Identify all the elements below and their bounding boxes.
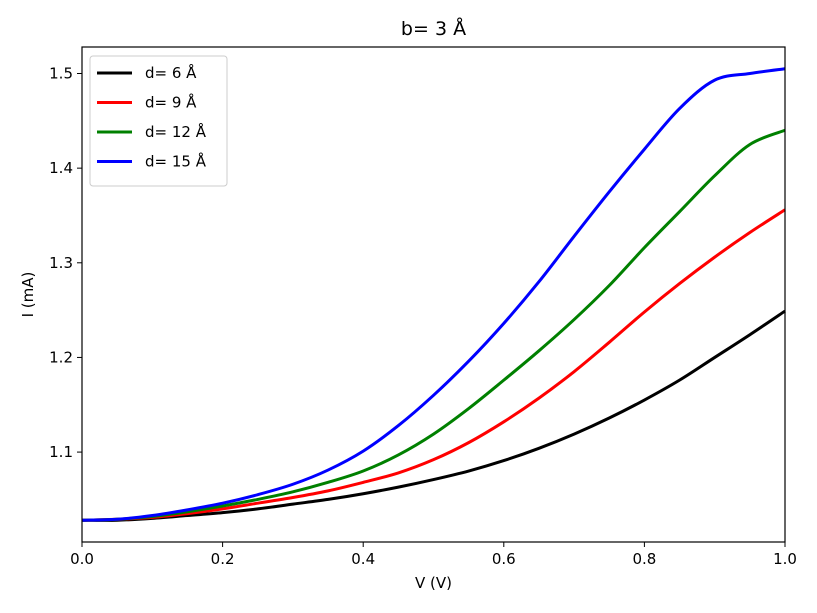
x-tick-label: 0.4 — [351, 550, 375, 568]
chart-title: b= 3 Å — [401, 17, 466, 40]
series-lines — [81, 67, 786, 522]
y-tick-label: 1.2 — [49, 348, 73, 366]
x-tick-label: 1.0 — [773, 550, 797, 568]
legend-entry-label: d= 9 Å — [145, 93, 197, 112]
axis-ticks: 0.0 0.2 0.4 0.6 0.8 1.0 1.1 1.2 1.3 1.4 1.5 — [49, 65, 797, 568]
y-tick-label: 1.1 — [49, 443, 73, 461]
x-tick-label: 0.2 — [211, 550, 235, 568]
x-tick-label: 0.0 — [70, 550, 94, 568]
legend-entry-label: d= 15 Å — [145, 152, 207, 171]
series-line-3 — [81, 128, 786, 522]
legend-entry-label: d= 12 Å — [145, 122, 207, 141]
x-tick-label: 0.8 — [632, 550, 656, 568]
legend-box — [89, 55, 228, 187]
x-axis-label: V (V) — [415, 574, 452, 592]
legend: d= 6 Å d= 9 Å d= 12 Å d= 15 Å — [89, 55, 228, 187]
series-line-4 — [81, 67, 786, 522]
legend-entry-label: d= 6 Å — [145, 63, 197, 82]
series-line-1 — [81, 309, 786, 522]
y-tick-label: 1.4 — [49, 159, 73, 177]
plot-frame — [81, 46, 786, 543]
x-tick-label: 0.6 — [492, 550, 516, 568]
y-axis-label: I (mA) — [19, 272, 37, 318]
y-tick-label: 1.3 — [49, 254, 73, 272]
y-tick-label: 1.5 — [49, 65, 73, 83]
series-line-2 — [81, 208, 786, 522]
